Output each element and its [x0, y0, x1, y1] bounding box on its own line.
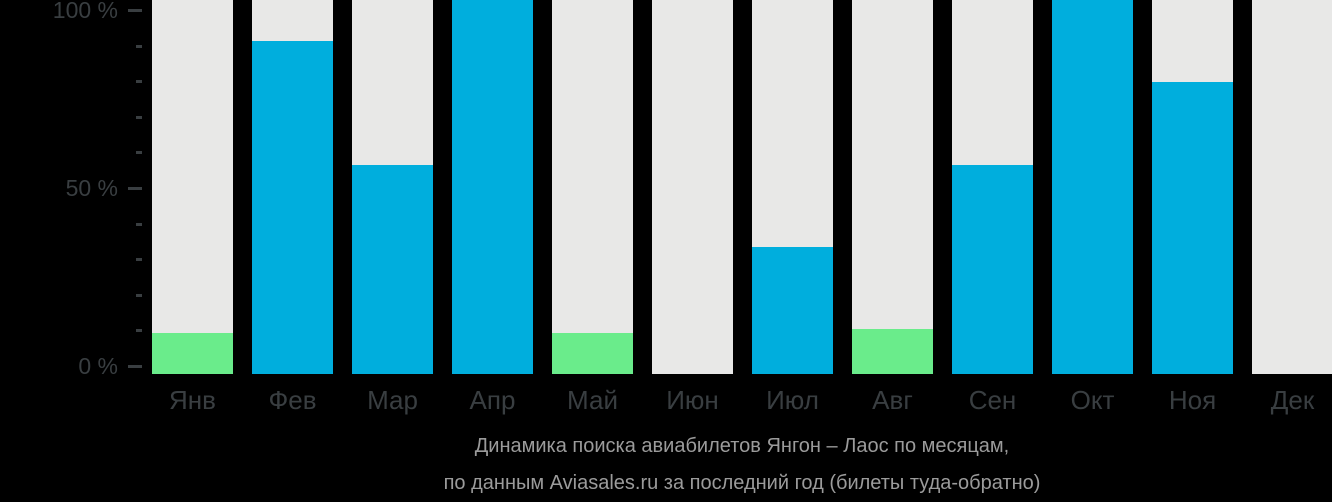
x-axis-label: Май [567, 385, 618, 415]
bar-track [652, 0, 733, 374]
bar-track [552, 0, 633, 374]
chart-caption: Динамика поиска авиабилетов Янгон – Лаос… [152, 428, 1332, 502]
bar-fill-green [552, 333, 633, 374]
y-minor-tick [136, 294, 142, 297]
y-minor-tick [136, 258, 142, 261]
caption-line-1: Динамика поиска авиабилетов Янгон – Лаос… [474, 435, 1010, 457]
y-major-tick [128, 9, 142, 12]
x-axis-label: Мар [367, 385, 418, 415]
y-minor-tick [136, 45, 142, 48]
bar-fill-blue [1052, 0, 1133, 374]
bar-track [252, 0, 333, 374]
bar-track [1252, 0, 1332, 374]
caption-line-2: по данным Aviasales.ru за последний год … [443, 472, 1041, 494]
y-major-tick [128, 187, 142, 190]
bar-track [952, 0, 1033, 374]
y-axis-label: 100 % [52, 0, 118, 23]
x-axis-label: Сен [968, 385, 1017, 415]
bar-track [452, 0, 533, 374]
x-axis-label: Ноя [1168, 385, 1217, 415]
x-axis-label: Дек [1270, 385, 1315, 415]
x-axis-label: Авг [872, 385, 913, 415]
y-minor-tick [136, 223, 142, 226]
bar-fill-blue [752, 247, 833, 374]
bar-fill-blue [452, 0, 533, 374]
x-axis-label: Окт [1070, 385, 1115, 415]
x-axis-label: Апр [469, 385, 516, 415]
bar-track [1052, 0, 1133, 374]
bar-track [752, 0, 833, 374]
bar-track [1152, 0, 1233, 374]
bar-fill-green [852, 329, 933, 374]
x-axis-label: Янв [169, 385, 216, 415]
y-axis-label: 50 % [65, 175, 118, 201]
y-minor-tick [136, 116, 142, 119]
bar-fill-blue [252, 41, 333, 374]
y-major-tick [128, 365, 142, 368]
x-axis-label: Июл [766, 385, 819, 415]
y-axis-label: 0 % [78, 353, 118, 379]
y-minor-tick [136, 151, 142, 154]
y-minor-tick [136, 329, 142, 332]
bar-track [852, 0, 933, 374]
bar-track [152, 0, 233, 374]
bar-fill-blue [352, 165, 433, 374]
plot-area: 100 % 50 % 0 % Янв Фев Мар Апр Май Июн Июл Авг Сен… [52, 0, 1332, 415]
x-axis-label: Июн [666, 385, 719, 415]
x-axis-label: Фев [268, 385, 317, 415]
bar-fill-blue [1152, 82, 1233, 374]
y-minor-tick [136, 80, 142, 83]
bar-fill-green [152, 333, 233, 374]
bar-track [352, 0, 433, 374]
bar-fill-blue [952, 165, 1033, 374]
